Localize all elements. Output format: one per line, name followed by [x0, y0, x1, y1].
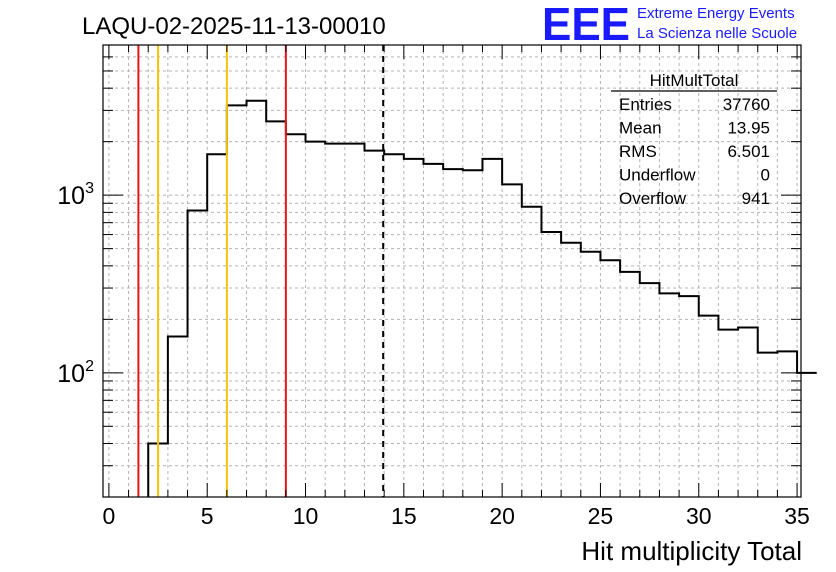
x-tick-label: 30	[686, 503, 712, 529]
y-tick-label: 102	[57, 358, 94, 388]
histogram-bin	[463, 170, 483, 497]
histogram-bin	[365, 151, 385, 497]
x-tick-label: 0	[103, 503, 116, 529]
histogram-bin	[718, 330, 738, 497]
histogram-bin	[266, 121, 286, 497]
stats-row-value: 941	[742, 189, 770, 208]
marker-lines	[137, 45, 385, 497]
x-tick-label: 5	[201, 503, 214, 529]
histogram-bin	[502, 184, 522, 497]
eee-logo-mark: EEE	[542, 0, 630, 50]
histogram-bin	[699, 316, 719, 497]
histogram-bin	[600, 260, 620, 497]
plot-frame	[102, 44, 802, 498]
x-tick-label: 25	[588, 503, 614, 529]
axis-ticks	[103, 44, 801, 498]
stats-title: HitMultTotal	[650, 71, 739, 90]
histogram-bin	[738, 327, 758, 497]
x-axis-label: Hit multiplicity Total	[581, 536, 802, 566]
stats-row-label: RMS	[619, 142, 657, 161]
y-tick-label-base: 10	[57, 360, 85, 388]
y-tick-label: 103	[57, 180, 94, 210]
histogram-bin	[659, 293, 679, 497]
x-tick-label: 10	[293, 503, 319, 529]
histogram-bin	[640, 283, 660, 497]
stats-row-value: 6.501	[727, 142, 770, 161]
stats-row-label: Mean	[619, 119, 662, 138]
histogram-bins	[147, 99, 817, 497]
histogram-bin	[522, 207, 542, 497]
histogram-bin	[168, 337, 188, 497]
histogram-bin	[227, 105, 247, 497]
x-tick-label: 35	[784, 503, 810, 529]
histogram-line	[147, 99, 817, 497]
grid-lines	[103, 45, 801, 497]
y-tick-label-exponent: 2	[85, 358, 94, 375]
histogram-bin	[247, 101, 267, 497]
eee-logo: EEE Extreme Energy Events La Scienza nel…	[542, 0, 797, 50]
stats-rows: Entries 37760 Mean 13.95 RMS 6.501 Underflow 0 O…	[619, 95, 770, 208]
eee-logo-line2: La Scienza nelle Scuole	[637, 25, 797, 42]
histogram-bin	[207, 154, 227, 497]
histogram-bin	[423, 164, 443, 497]
histogram-bin	[541, 232, 561, 497]
histogram-bin	[620, 272, 640, 497]
histogram-bin	[306, 142, 326, 497]
histogram-bin	[482, 159, 502, 497]
chart-title: LAQU-02-2025-11-13-00010	[82, 13, 386, 40]
stats-row-label: Overflow	[619, 189, 687, 208]
stats-row-label: Underflow	[619, 166, 696, 185]
y-tick-label-base: 10	[57, 182, 85, 210]
histogram-bin	[325, 144, 345, 497]
histogram-bin	[188, 210, 208, 497]
eee-logo-line1: Extreme Energy Events	[637, 5, 795, 22]
stats-row-value: 37760	[723, 95, 770, 114]
x-tick-labels: 0 5 10 15 20 25 30 35	[103, 503, 810, 529]
stats-row-value: 13.95	[727, 119, 770, 138]
histogram-bin	[286, 134, 306, 497]
stats-box: HitMultTotal Entries 37760 Mean 13.95 RMS 6.5…	[611, 71, 777, 208]
histogram-bin	[581, 252, 601, 497]
stats-row-value: 0	[761, 166, 770, 185]
y-tick-label-exponent: 3	[85, 180, 94, 197]
histogram-bin	[384, 154, 404, 497]
histogram-bin	[443, 169, 463, 497]
histogram-bin	[679, 296, 699, 497]
histogram-bin	[404, 159, 424, 497]
histogram-bin	[345, 144, 365, 497]
histogram-bin	[561, 243, 581, 497]
histogram-bin	[758, 353, 778, 497]
x-tick-label: 20	[489, 503, 515, 529]
stats-row-label: Entries	[619, 95, 672, 114]
x-tick-label: 15	[391, 503, 417, 529]
